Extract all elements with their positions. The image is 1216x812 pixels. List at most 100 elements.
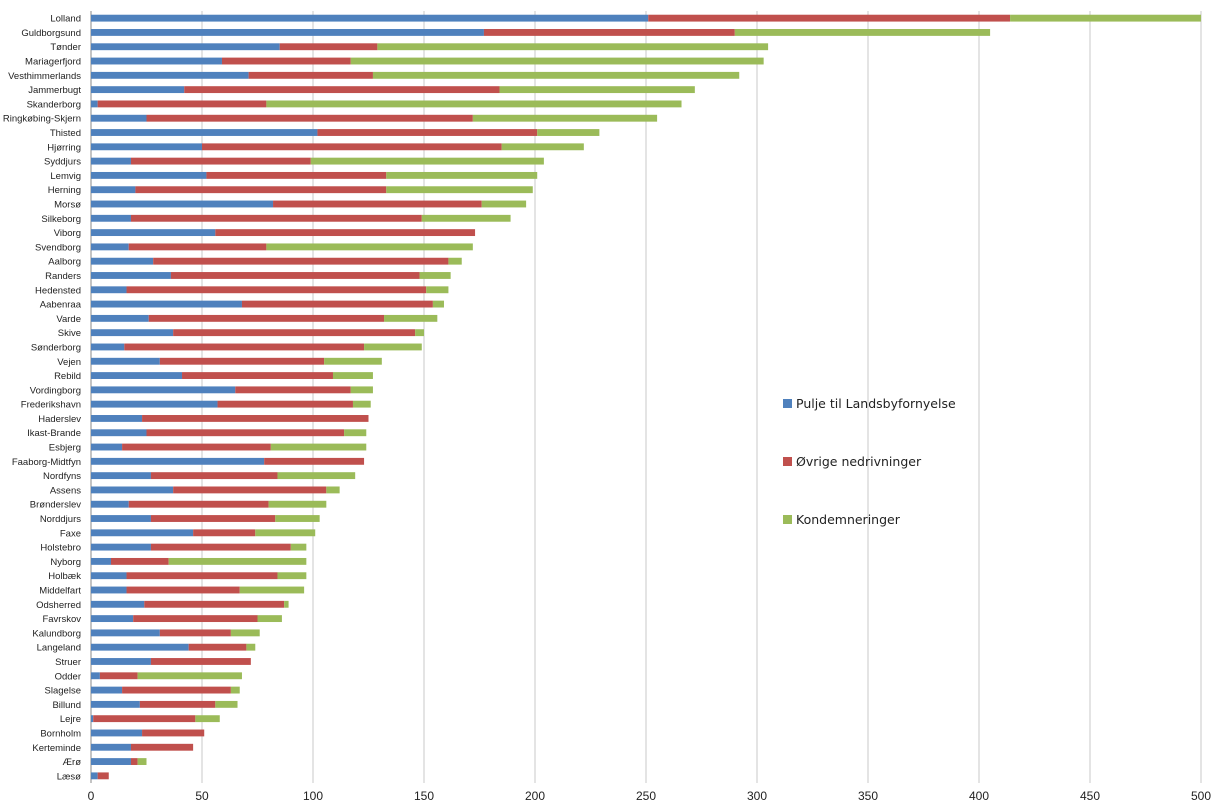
bar-segment: [122, 686, 231, 694]
bar-segment: [202, 143, 502, 151]
x-tick-label: 450: [1080, 789, 1100, 803]
category-label: Bornholm: [40, 728, 81, 739]
bar-segment: [230, 686, 240, 694]
bar-segment: [279, 43, 378, 51]
bar-segment: [91, 729, 143, 737]
bar-segment: [130, 214, 422, 222]
x-tick-label: 400: [969, 789, 989, 803]
bar-segment: [97, 100, 267, 108]
bar-segment: [91, 486, 174, 494]
category-label: Holstebro: [40, 543, 81, 554]
bar-segment: [239, 586, 305, 594]
bar-segment: [130, 758, 138, 765]
bar-segment: [91, 300, 242, 308]
bar-segment: [91, 600, 145, 608]
bar-segment: [91, 372, 183, 379]
x-tick-label: 500: [1191, 789, 1211, 803]
bar-segment: [264, 457, 365, 465]
legend-label: Pulje til Landsbyfornyelse: [796, 396, 956, 411]
bar-segment: [326, 486, 340, 494]
bar-segment: [91, 743, 131, 751]
bar-segment: [91, 415, 143, 422]
category-label: Vordingborg: [30, 385, 81, 396]
legend-label: Øvrige nedrivninger: [796, 454, 922, 469]
bar-segment: [415, 329, 424, 337]
category-label: Morsø: [54, 200, 81, 211]
category-label: Tønder: [50, 42, 81, 53]
category-label: Lejre: [60, 714, 81, 725]
category-label: Esbjerg: [49, 443, 81, 454]
bar-segment: [230, 629, 260, 637]
category-label: Favrskov: [42, 614, 81, 625]
x-tick-label: 0: [88, 789, 95, 803]
bar-segment: [324, 357, 382, 365]
bar-segment: [126, 586, 240, 594]
bar-segment: [91, 329, 174, 337]
bar-segment: [150, 515, 276, 522]
bar-segment: [91, 543, 151, 551]
bar-segment: [91, 658, 151, 665]
category-label: Holbæk: [48, 571, 81, 582]
bar-segment: [91, 686, 123, 694]
bar-segment: [91, 243, 129, 251]
bar-segment: [248, 71, 373, 79]
category-label: Jammerbugt: [28, 85, 81, 96]
bar-segment: [344, 429, 367, 437]
category-label: Kerteminde: [32, 743, 81, 754]
bar-segment: [91, 143, 202, 151]
bar-segment: [91, 472, 151, 480]
category-label: Norddjurs: [40, 514, 81, 525]
bar-segment: [235, 386, 351, 394]
bar-segment: [386, 171, 538, 179]
bar-segment: [221, 57, 351, 65]
legend: Pulje til Landsbyfornyelse Øvrige nedrivn…: [783, 396, 956, 527]
bar-segment: [246, 643, 256, 651]
bar-segment: [501, 143, 584, 151]
bar-segment: [148, 314, 385, 322]
bar-segment: [153, 257, 449, 265]
bar-segment: [173, 486, 327, 494]
bar-segment: [91, 129, 318, 136]
category-label: Mariagerfjord: [25, 57, 81, 68]
bar-segment: [91, 114, 147, 122]
category-label: Sønderborg: [31, 342, 81, 353]
category-label: Vesthimmerlands: [8, 71, 81, 82]
bar-segment: [91, 457, 265, 465]
bar-segment: [137, 672, 242, 680]
legend-label: Kondemneringer: [796, 512, 901, 527]
category-label: Slagelse: [45, 686, 81, 697]
category-label: Rebild: [54, 371, 81, 382]
category-label: Nyborg: [50, 557, 81, 568]
bar-segment: [150, 472, 278, 480]
bar-segment: [350, 57, 764, 65]
category-label: Odsherred: [36, 600, 81, 611]
bar-segment: [481, 200, 527, 208]
bar-segment: [384, 314, 438, 322]
bar-segment: [91, 572, 127, 580]
bar-segment: [146, 429, 345, 437]
bar-segment: [421, 214, 511, 222]
category-label: Guldborgsund: [21, 28, 81, 39]
bar-segment: [137, 758, 147, 765]
bar-segment: [91, 29, 484, 36]
bar-segment: [91, 343, 125, 351]
bar-segment: [277, 572, 307, 580]
bar-segment: [173, 329, 416, 337]
bar-segment: [255, 529, 316, 537]
bar-segment: [386, 186, 533, 194]
bar-segment: [142, 729, 205, 737]
x-tick-labels: 0 50 100 150 200 250 300 350 400 450 500: [88, 789, 1212, 803]
bar-segment: [499, 86, 695, 94]
bar-segment: [270, 443, 367, 451]
bar-segment: [91, 257, 154, 265]
bar-segment: [139, 700, 216, 708]
bar-segment: [290, 543, 307, 551]
category-label: Ringkøbing-Skjern: [3, 114, 81, 125]
bar-segment: [432, 300, 444, 308]
bar-segment: [91, 214, 131, 222]
bar-segment: [91, 515, 151, 522]
legend-swatch: [783, 515, 792, 524]
category-label: Skive: [58, 328, 81, 339]
bar-segment: [130, 157, 311, 165]
bar-segment: [448, 257, 462, 265]
